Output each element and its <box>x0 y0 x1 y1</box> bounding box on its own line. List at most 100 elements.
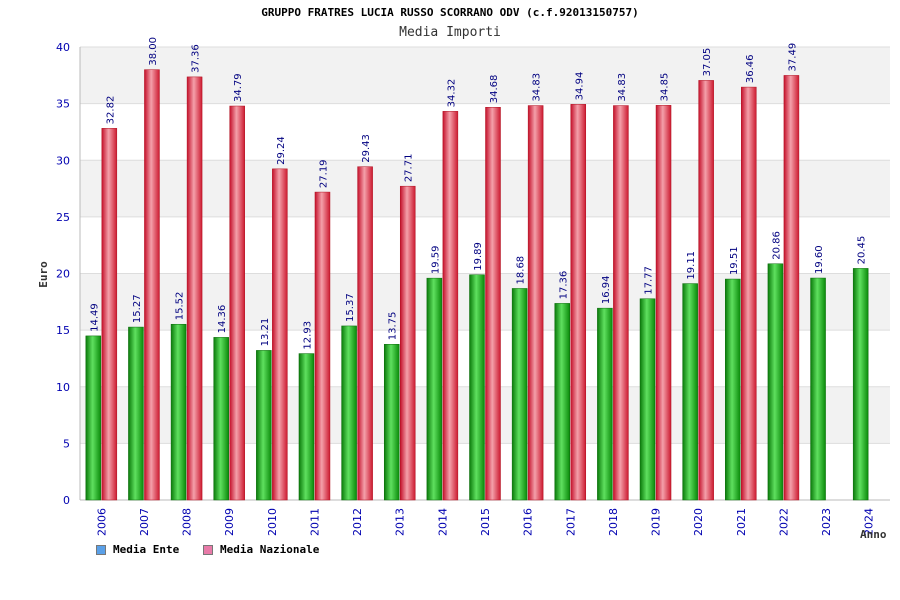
data-label-ente: 13.75 <box>388 312 399 341</box>
data-label-nazionale: 34.32 <box>446 79 457 108</box>
data-label-nazionale: 34.94 <box>574 72 585 101</box>
bar-media-ente <box>554 303 571 501</box>
data-label-ente: 20.45 <box>857 236 868 265</box>
y-tick-label: 10 <box>56 381 70 394</box>
bar-media-nazionale <box>144 69 160 501</box>
legend-label-nazionale: Media Nazionale <box>220 543 320 556</box>
x-tick-label: 2013 <box>394 508 407 536</box>
data-label-nazionale: 38.00 <box>148 37 159 66</box>
bar-media-ente <box>511 288 528 501</box>
x-tick-label: 2012 <box>351 508 364 536</box>
y-tick-label: 5 <box>63 437 70 450</box>
x-tick-label: 2018 <box>607 508 620 536</box>
bar-media-ente <box>213 337 229 501</box>
data-label-nazionale: 34.79 <box>233 73 244 102</box>
bar-media-nazionale <box>314 191 331 501</box>
x-tick-label: 2006 <box>95 508 108 536</box>
y-tick-label: 15 <box>56 324 70 337</box>
bar-media-nazionale <box>570 104 587 501</box>
data-label-ente: 20.86 <box>771 231 782 260</box>
bar-media-nazionale <box>272 168 288 501</box>
x-tick-label: 2008 <box>181 508 194 536</box>
x-tick-label: 2022 <box>777 508 790 536</box>
data-label-nazionale: 36.46 <box>745 54 756 83</box>
bar-media-ente <box>597 307 613 501</box>
data-label-ente: 19.89 <box>473 242 484 271</box>
bar-media-nazionale <box>741 86 757 501</box>
legend-swatch-ente <box>96 544 106 555</box>
data-label-ente: 14.49 <box>89 303 100 332</box>
x-axis-title: Anno <box>860 528 887 541</box>
data-label-ente: 15.37 <box>345 293 356 322</box>
bar-media-ente <box>639 298 656 501</box>
legend-item-media-nazionale: Media Nazionale <box>203 543 319 556</box>
bar-media-ente <box>682 283 698 501</box>
data-label-ente: 15.52 <box>175 292 186 321</box>
bar-media-ente <box>426 277 443 501</box>
data-label-ente: 12.93 <box>302 321 313 350</box>
data-label-nazionale: 27.19 <box>318 159 329 188</box>
x-tick-label: 2015 <box>479 508 492 536</box>
data-label-nazionale: 34.83 <box>617 73 628 102</box>
bar-media-nazionale <box>655 105 672 501</box>
data-label-ente: 18.68 <box>516 256 527 285</box>
bar-media-ente <box>767 263 784 501</box>
bar-media-ente <box>341 325 357 501</box>
x-tick-label: 2016 <box>522 508 535 536</box>
legend-swatch-nazionale <box>203 544 213 555</box>
data-label-nazionale: 27.71 <box>404 154 415 183</box>
bar-media-nazionale <box>613 105 629 501</box>
data-label-nazionale: 29.24 <box>276 136 287 165</box>
y-tick-label: 25 <box>56 211 70 224</box>
bar-media-nazionale <box>698 80 714 501</box>
bar-media-nazionale <box>527 105 544 501</box>
bar-media-nazionale <box>229 105 245 501</box>
bar-media-nazionale <box>442 111 459 501</box>
bar-media-ente <box>725 278 741 501</box>
bar-media-nazionale <box>357 166 373 501</box>
data-label-ente: 13.21 <box>260 318 271 347</box>
x-tick-label: 2017 <box>564 508 577 536</box>
x-tick-label: 2014 <box>436 508 449 536</box>
data-label-ente: 17.77 <box>644 266 655 295</box>
x-tick-label: 2011 <box>308 508 321 536</box>
y-tick-label: 35 <box>56 98 70 111</box>
data-label-ente: 14.36 <box>217 305 228 334</box>
bar-media-ente <box>810 277 826 501</box>
legend-item-media-ente: Media Ente <box>96 543 179 556</box>
data-label-nazionale: 34.83 <box>532 73 543 102</box>
bar-media-ente <box>85 335 102 501</box>
chart-subtitle: Media Importi <box>399 25 501 40</box>
x-tick-label: 2007 <box>138 508 151 536</box>
x-tick-label: 2009 <box>223 508 236 536</box>
y-tick-label: 30 <box>56 154 70 167</box>
data-label-ente: 16.94 <box>601 276 612 305</box>
x-tick-label: 2010 <box>266 508 279 536</box>
bar-media-nazionale <box>485 106 501 501</box>
x-tick-label: 2019 <box>650 508 663 536</box>
data-label-nazionale: 37.05 <box>702 48 713 77</box>
data-label-ente: 19.11 <box>686 251 697 280</box>
bar-media-ente <box>852 268 869 501</box>
data-label-nazionale: 34.68 <box>489 75 500 104</box>
y-axis-title: Euro <box>36 261 50 288</box>
bar-media-ente <box>128 326 144 501</box>
x-tick-label: 2024 <box>863 508 876 536</box>
x-tick-label: 2020 <box>692 508 705 536</box>
bar-media-ente <box>298 353 315 501</box>
data-label-nazionale: 34.85 <box>660 73 671 102</box>
y-tick-label: 40 <box>56 41 70 54</box>
x-tick-label: 2021 <box>735 508 748 536</box>
chart-title: GRUPPO FRATRES LUCIA RUSSO SCORRANO ODV … <box>261 6 639 19</box>
bar-media-ente <box>170 323 187 501</box>
bar-media-nazionale <box>101 128 118 501</box>
bar-media-ente <box>383 344 400 501</box>
legend-label-ente: Media Ente <box>113 543 180 556</box>
y-tick-label: 0 <box>63 494 70 507</box>
data-label-ente: 19.59 <box>430 246 441 275</box>
bar-media-ente <box>469 274 485 501</box>
bar-media-ente <box>256 350 272 501</box>
data-label-nazionale: 37.36 <box>191 44 202 73</box>
data-label-nazionale: 37.49 <box>787 43 798 72</box>
